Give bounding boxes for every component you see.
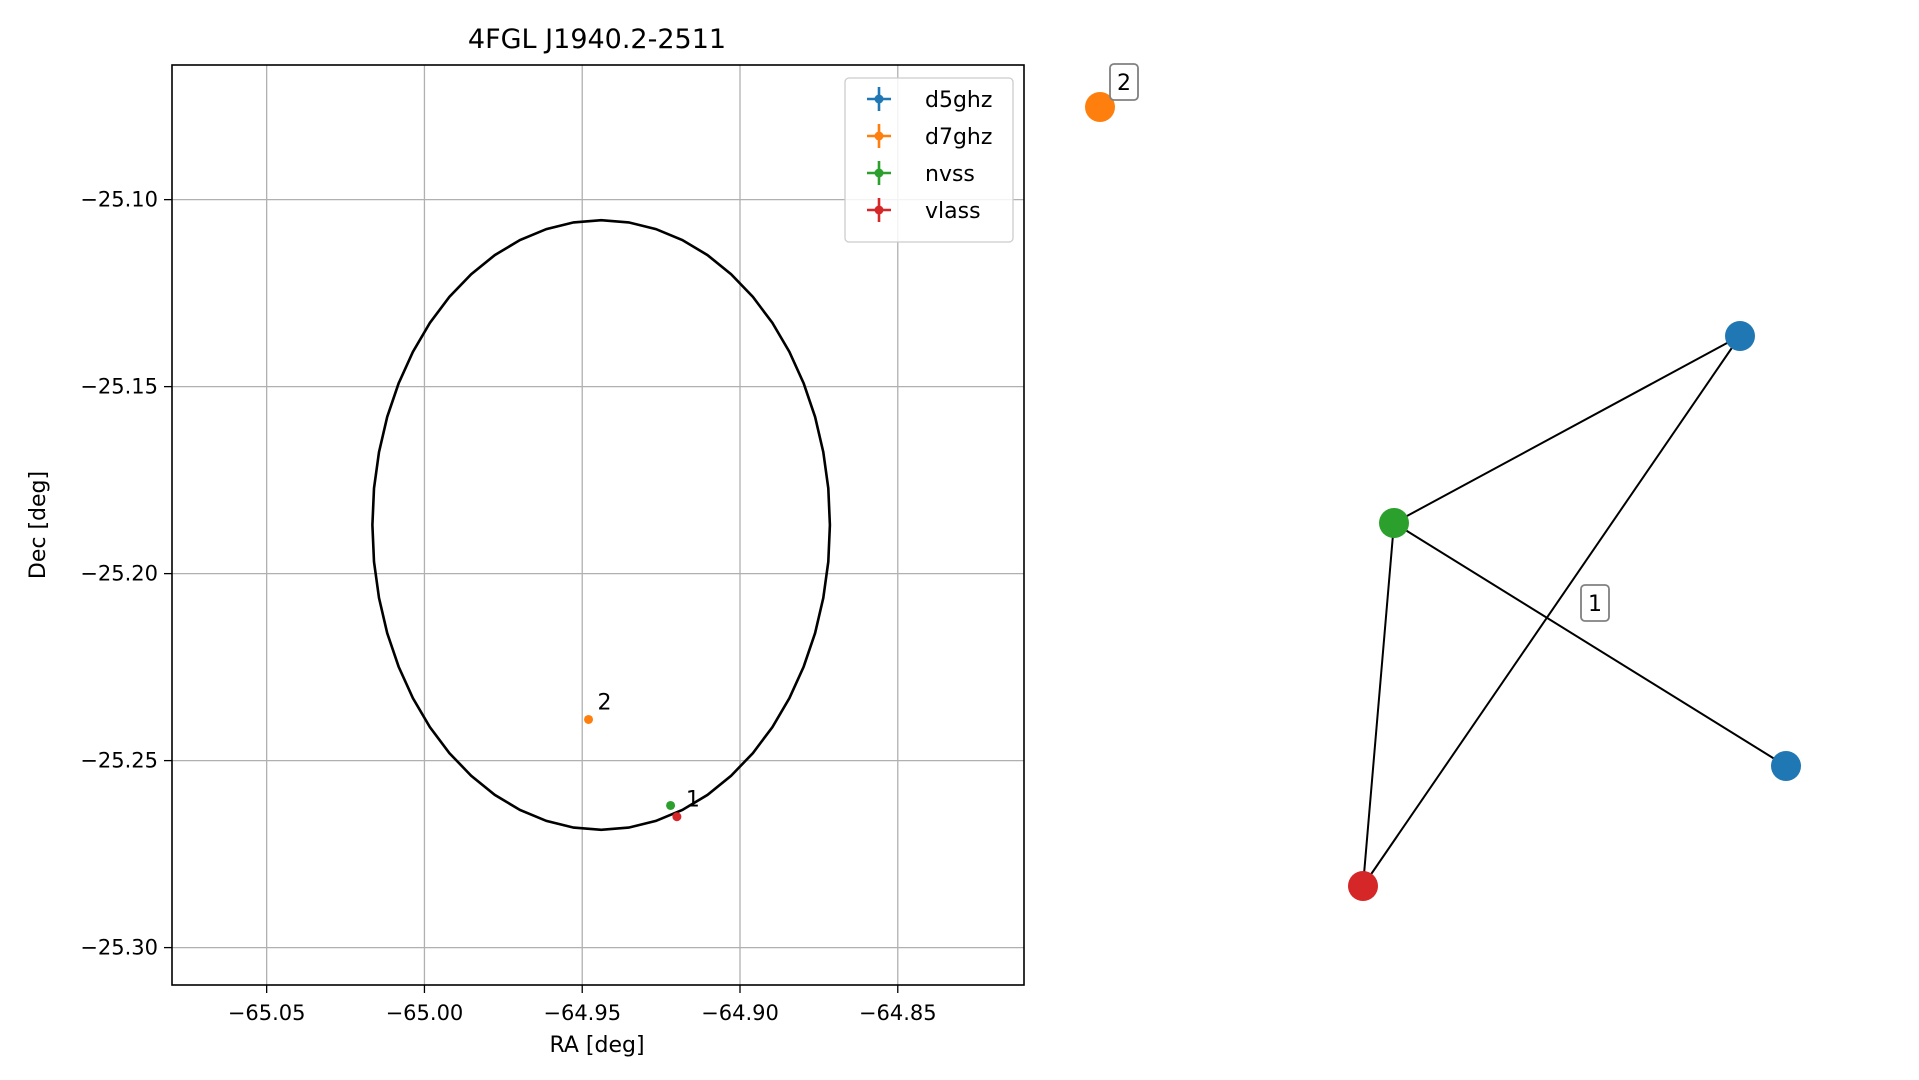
network-node-blue-top — [1725, 321, 1755, 351]
y-tick-label: −25.25 — [80, 749, 158, 773]
y-tick-label: −25.30 — [80, 936, 158, 960]
grid — [172, 65, 1024, 985]
node-label: 2 — [1117, 71, 1131, 96]
d7ghz-point — [584, 714, 594, 724]
x-axis-ticks: −65.05 −65.00 −64.95 −64.90 −64.85 — [228, 985, 937, 1025]
legend-label-d7ghz: d7ghz — [925, 125, 992, 150]
network-node-green — [1379, 508, 1409, 538]
legend-label-d5ghz: d5ghz — [925, 88, 992, 113]
point-annotation: 1 — [686, 788, 700, 813]
point-annotations: 21 — [598, 690, 700, 812]
x-tick-label: −65.05 — [228, 1001, 306, 1025]
legend-dot-d5ghz — [874, 94, 884, 104]
scatter-plot: 21 −65.05 −65.00 −64.95 −64.90 −64.85 −25.10… — [26, 24, 1025, 1058]
x-tick-label: −64.90 — [701, 1001, 779, 1025]
network-node-orange — [1085, 92, 1115, 122]
node-label-box — [1109, 63, 1139, 101]
edge-label-box — [1580, 584, 1610, 622]
network-nodes — [1085, 92, 1801, 901]
legend-box — [844, 77, 1014, 243]
y-tick-label: −25.20 — [80, 562, 158, 586]
network-edge — [1362, 335, 1741, 887]
legend-dot-vlass — [874, 205, 884, 215]
x-tick-label: −64.85 — [859, 1001, 937, 1025]
vlass-point — [672, 812, 682, 822]
y-axis-label: Dec [deg] — [26, 471, 51, 579]
y-tick-label: −25.10 — [80, 188, 158, 212]
network-edge — [1393, 522, 1787, 767]
legend-label-vlass: vlass — [925, 199, 981, 224]
x-tick-label: −65.00 — [386, 1001, 464, 1025]
point-annotation: 2 — [598, 690, 612, 715]
network-edge — [1362, 522, 1395, 887]
network-node-red — [1348, 871, 1378, 901]
error-ellipse — [371, 218, 832, 832]
network-node-blue-bottom — [1771, 751, 1801, 781]
axes-frame — [171, 64, 1025, 986]
network-edges — [1362, 335, 1787, 887]
network-graph: 1 2 — [1085, 63, 1801, 901]
nvss-point — [666, 800, 676, 810]
legend-dot-nvss — [874, 168, 884, 178]
network-edge — [1393, 335, 1741, 524]
chart-title: 4FGL J1940.2-2511 — [468, 24, 726, 55]
legend-label-nvss: nvss — [925, 162, 975, 187]
x-axis-label: RA [deg] — [549, 1033, 644, 1058]
data-points — [584, 714, 682, 822]
legend: d5ghz d7ghz nvss vlass — [844, 77, 1014, 243]
x-tick-label: −64.95 — [543, 1001, 621, 1025]
network-node-labels: 2 — [1109, 63, 1139, 101]
y-tick-label: −25.15 — [80, 375, 158, 399]
edge-label: 1 — [1588, 592, 1602, 617]
y-axis-ticks: −25.10 −25.15 −25.20 −25.25 −25.30 — [80, 188, 172, 960]
legend-dot-d7ghz — [874, 131, 884, 141]
network-edge-labels: 1 — [1580, 584, 1610, 622]
